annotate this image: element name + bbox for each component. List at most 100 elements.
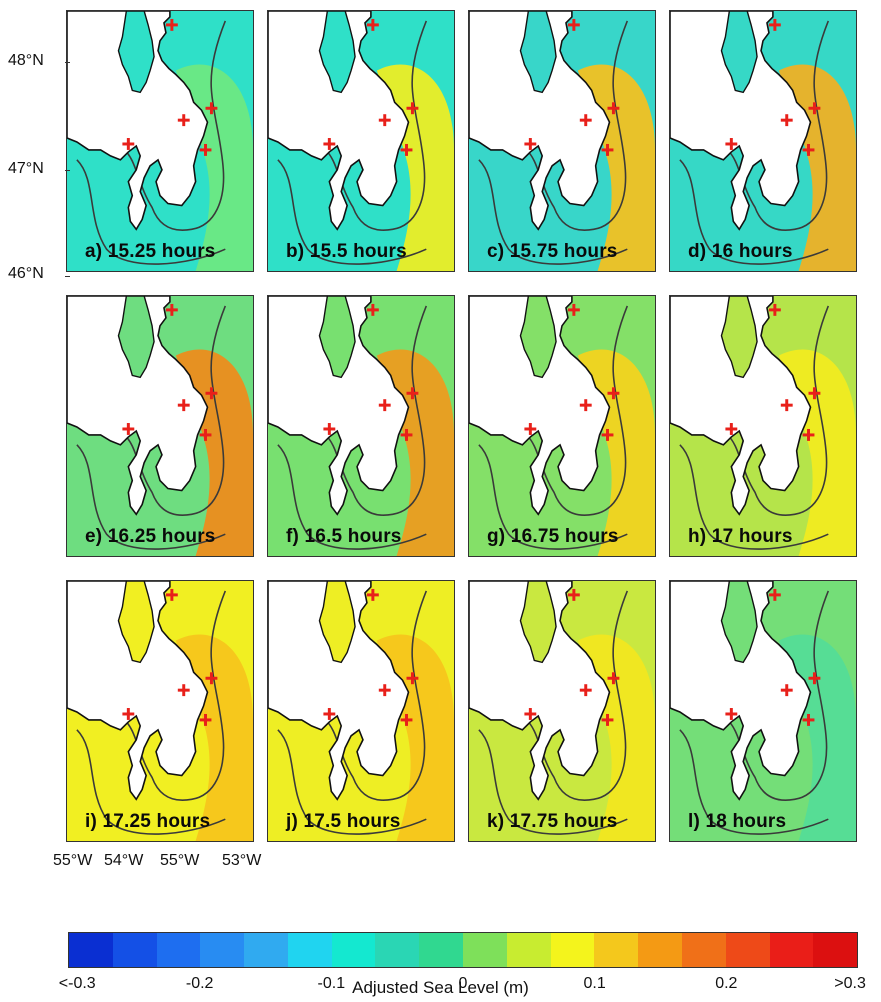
depth-contour [525,20,629,231]
panel-time-label: b) 15.5 hours [286,241,407,262]
colorbar-segment [112,933,157,967]
panel-time-label: i) 17.25 hours [85,811,211,832]
colorbar [68,932,858,968]
colorbar-tick-label: <-0.3 [58,975,96,992]
station-marker [780,399,793,412]
station-marker [579,114,592,127]
landmass [67,296,209,516]
sea-level-field [67,581,253,841]
depth-contour [478,444,628,550]
colorbar-tick-label: 0 [458,975,468,992]
station-marker [165,18,178,31]
depth-contour [726,590,830,801]
station-marker [768,18,781,31]
colorbar-tick-label: -0.1 [317,975,346,992]
lat-label-47n: 47°N [8,160,44,177]
depth-contour [123,20,227,231]
colorbar-segment [156,933,201,967]
colorbar-segment [200,933,245,967]
map-panel: a) 15.25 hours [66,10,254,272]
station-marker [177,114,190,127]
depth-contour [324,20,428,231]
colorbar-segment [375,933,420,967]
station-marker [567,588,580,601]
depth-contour [726,305,830,516]
depth-contour [324,305,428,516]
depth-contour [76,444,226,550]
inner-bay [720,11,758,94]
map-panel: b) 15.5 hours [267,10,455,272]
sea-level-field [469,296,655,556]
station-marker [205,387,218,400]
colorbar-tick-label: >0.3 [834,975,866,992]
station-marker [725,708,738,720]
station-marker [378,399,391,412]
colorbar-segment [69,933,113,967]
colorbar-segment [463,933,507,967]
station-marker [199,713,212,726]
landmass [670,581,812,801]
depth-contour [726,20,830,231]
colorbar-title: Adjusted Sea Level (m) [352,978,529,997]
landmass [670,296,812,516]
colorbar-segment [419,933,464,967]
map-panel: g) 16.75 hours [468,295,656,557]
lat-tick [65,62,70,63]
station-marker [122,708,135,720]
station-marker [323,138,336,150]
depth-contour [679,444,829,550]
panel-time-label: f) 16.5 hours [286,526,402,547]
landmass [67,11,209,231]
map-panel: c) 15.75 hours [468,10,656,272]
lon-label-55w: 55°W [53,852,93,869]
depth-contour [478,159,628,265]
map-panel: l) 18 hours [669,580,857,842]
map-panel: h) 17 hours [669,295,857,557]
depth-contour [525,305,629,516]
map-panel: d) 16 hours [669,10,857,272]
depth-contour [277,444,427,550]
station-marker [177,399,190,412]
sea-level-field [67,11,253,271]
station-marker [808,387,821,400]
station-marker [366,303,379,316]
station-marker [400,143,413,156]
colorbar-segment [550,933,595,967]
station-marker [205,102,218,115]
lat-label-48n: 48°N [8,52,44,69]
station-marker [122,423,135,435]
station-marker [579,399,592,412]
station-marker [725,138,738,150]
station-marker [567,303,580,316]
station-marker [323,423,336,435]
sea-level-field [268,581,454,841]
landmass [469,581,611,801]
map-panel: e) 16.25 hours [66,295,254,557]
station-marker [607,672,620,685]
colorbar-segment [331,933,376,967]
inner-bay [720,581,758,664]
station-marker [177,684,190,697]
colorbar-tick-label: 0.1 [583,975,606,992]
inner-bay [117,581,155,664]
sea-level-field [670,296,856,556]
station-marker [725,423,738,435]
station-marker [366,18,379,31]
landmass [469,296,611,516]
panel-time-label: e) 16.25 hours [85,526,216,547]
panel-time-label: l) 18 hours [688,811,787,832]
colorbar-segment [287,933,332,967]
inner-bay [720,296,758,379]
landmass [268,581,410,801]
depth-contour [277,159,427,265]
sea-level-field [670,581,856,841]
station-marker [406,387,419,400]
panel-time-label: d) 16 hours [688,241,793,262]
panel-time-label: g) 16.75 hours [487,526,619,547]
map-panel: i) 17.25 hours [66,580,254,842]
sea-level-field [268,11,454,271]
station-marker [366,588,379,601]
lat-tick [65,276,70,277]
sea-level-field [670,11,856,271]
depth-contour [525,590,629,801]
